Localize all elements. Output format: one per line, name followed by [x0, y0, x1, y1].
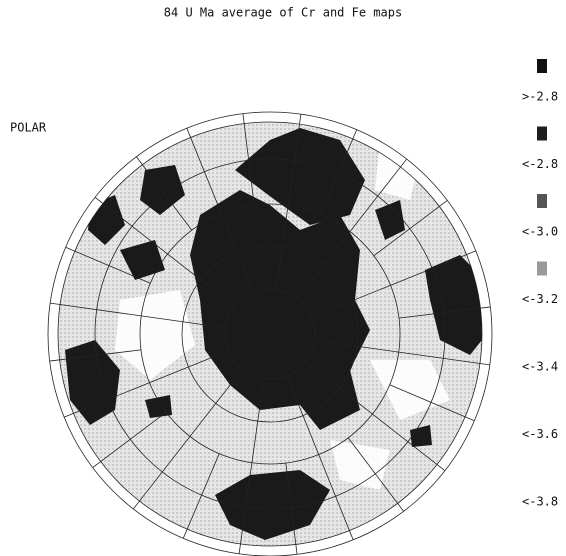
figure: 84 U Ma average of Cr and Fe maps POLAR …: [0, 0, 566, 556]
legend-label: <-3.6: [522, 427, 558, 441]
legend-label: <-3.0: [522, 225, 558, 239]
legend-swatch: [537, 127, 547, 141]
legend-label: <-3.8: [522, 495, 558, 509]
legend-swatch: [537, 262, 547, 276]
legend-swatch: [537, 194, 547, 208]
legend-label: <-3.2: [522, 292, 558, 306]
legend-label: >-2.8: [522, 90, 558, 104]
legend-label: <-2.8: [522, 157, 558, 171]
map-shading: [40, 110, 510, 556]
projection-label: POLAR: [10, 121, 47, 135]
legend-swatch: [537, 59, 547, 73]
legend-label: <-3.4: [522, 360, 558, 374]
title: 84 U Ma average of Cr and Fe maps: [164, 6, 402, 20]
legend: >-2.8 <-2.8 <-3.0 <-3.2 <-3.4 <-3.6 <-3.8: [522, 59, 558, 509]
